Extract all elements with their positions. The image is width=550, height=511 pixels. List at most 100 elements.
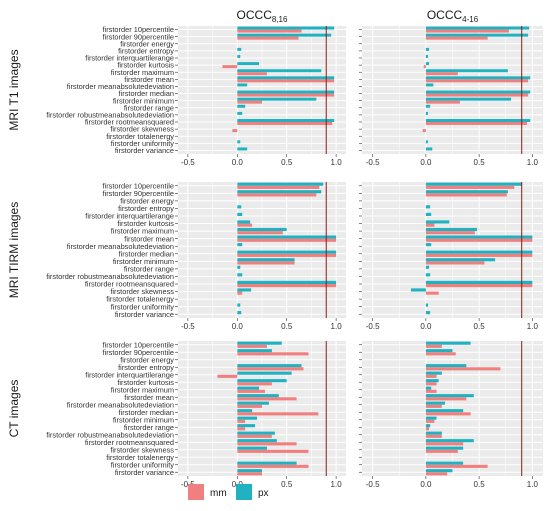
bar-px [237, 33, 332, 37]
bar-px [237, 431, 275, 435]
bar-px [237, 265, 241, 269]
y-tick-label: firstorder rootmeansquared [85, 118, 174, 127]
y-tick-label: firstorder kurtosis [117, 61, 174, 70]
bar-px [425, 182, 522, 186]
bar-mm [425, 397, 467, 401]
bar-px [237, 386, 260, 390]
bar-mm [237, 472, 262, 476]
bar-px [237, 303, 241, 307]
x-tick-label: 0.5 [281, 322, 293, 331]
y-tick-label: firstorder totalenergy [106, 453, 174, 462]
bar-px [425, 119, 531, 122]
bar-px [237, 83, 248, 87]
bar-px [237, 90, 335, 94]
bar-mm [237, 93, 335, 97]
y-tick-label: firstorder energy [120, 39, 174, 48]
y-tick-label: firstorder entropy [118, 46, 174, 55]
y-tick-label: firstorder interquartilerange [85, 54, 174, 63]
bar-px [237, 104, 246, 108]
y-tick-label: firstorder meanabsolutedeviation [67, 82, 174, 91]
bar-px [425, 364, 467, 368]
bar-px [237, 258, 295, 262]
bar-px [425, 280, 533, 284]
y-tick-label: firstorder median [119, 249, 174, 258]
bar-mm [425, 427, 430, 431]
y-tick-label: firstorder minimum [113, 257, 174, 266]
bar-px [237, 416, 258, 420]
bar-mm [237, 367, 304, 371]
y-tick-label: firstorder minimum [113, 415, 174, 424]
bar-px [237, 235, 337, 239]
bar-mm [425, 352, 456, 356]
bar-px [425, 212, 432, 216]
y-tick-label: firstorder totalenergy [106, 295, 174, 304]
panel [178, 341, 346, 476]
bar-px [237, 424, 256, 428]
bar-px [425, 111, 429, 115]
bar-mm [237, 223, 253, 227]
bar-px [425, 140, 429, 144]
x-tick-label: -0.5 [366, 322, 380, 331]
y-tick-label: firstorder 10percentile [103, 340, 174, 349]
x-tick-label: 1.0 [527, 480, 539, 489]
bar-mm [425, 72, 458, 76]
legend: mm px [188, 484, 269, 500]
x-tick-label: 0.0 [420, 158, 432, 167]
bar-px [237, 364, 302, 368]
bar-mm [425, 100, 460, 104]
bar-px [237, 394, 279, 398]
bar-mm [425, 231, 475, 235]
y-tick-label: firstorder variance [115, 468, 174, 477]
bar-px [237, 288, 252, 292]
legend-swatch-px [236, 484, 252, 500]
x-tick-label: 0.0 [232, 322, 244, 331]
bar-mm [237, 464, 309, 468]
bar-px [425, 303, 429, 307]
bar-px [425, 76, 531, 80]
y-tick-label: firstorder uniformity [111, 302, 175, 311]
bar-mm [423, 65, 426, 69]
bar-mm [425, 185, 515, 189]
y-tick-label: firstorder robustmeanabsolutedeviation [46, 110, 174, 119]
row-title: MRI TIRM images [7, 202, 21, 298]
y-tick-label: firstorder entropy [118, 204, 174, 213]
bar-px [425, 311, 431, 315]
bar-mm [425, 122, 528, 125]
bar-mm [425, 389, 437, 393]
bar-px [425, 250, 533, 254]
y-tick-label: firstorder interquartilerange [85, 370, 174, 379]
bar-px [425, 83, 434, 87]
bar-mm [237, 185, 320, 189]
bar-mm [425, 93, 529, 97]
bar-px [425, 62, 430, 66]
x-tick-label: 0.5 [474, 322, 486, 331]
bar-px [237, 243, 243, 247]
y-tick-label: firstorder mean [124, 75, 174, 84]
bar-px [237, 55, 241, 58]
x-tick-label: 0.5 [474, 158, 486, 167]
bar-px [425, 220, 450, 224]
bar-px [237, 62, 260, 66]
bar-mm [237, 291, 243, 295]
bar-mm [425, 291, 439, 295]
bar-mm [237, 122, 333, 125]
y-tick-label: firstorder uniformity [111, 460, 175, 469]
y-tick-label: firstorder 90percentile [103, 348, 174, 357]
bar-px [237, 469, 262, 473]
panel [362, 182, 543, 318]
y-tick-label: firstorder interquartilerange [85, 212, 174, 221]
bar-mm [425, 79, 529, 83]
y-tick-label: firstorder minimum [113, 96, 174, 105]
y-tick-label: firstorder 10percentile [103, 181, 174, 190]
bar-px [425, 97, 512, 101]
y-tick-label: firstorder robustmeanabsolutedeviation [46, 272, 174, 281]
y-tick-label: firstorder range [124, 264, 174, 273]
y-tick-label: firstorder 90percentile [103, 32, 174, 41]
bar-mm [425, 374, 437, 378]
y-tick-label: firstorder energy [120, 196, 174, 205]
bar-px [425, 371, 442, 375]
x-tick-label: 1.0 [331, 158, 343, 167]
bar-mm [237, 427, 246, 431]
bar-px [237, 409, 253, 413]
